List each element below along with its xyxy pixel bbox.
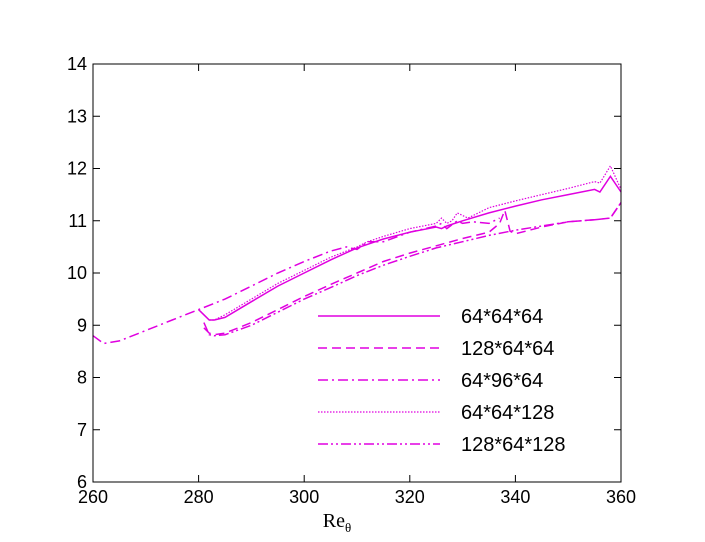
legend: 64*64*64 128*64*64 64*96*64 64*64*128 128*64… <box>318 306 566 456</box>
ticks-layer: 260 280 300 320 340 360 6 7 8 9 10 11 12 13 14 <box>67 54 636 507</box>
legend-label-5: 128*64*128 <box>461 434 566 456</box>
x-tick-label: 300 <box>289 487 319 507</box>
x-tick-label: 340 <box>500 487 530 507</box>
x-tick-label: 260 <box>78 487 108 507</box>
x-tick-label: 320 <box>395 487 425 507</box>
legend-label-4: 64*64*128 <box>461 402 554 424</box>
y-tick-label: 13 <box>67 106 87 126</box>
x-tick-label: 280 <box>184 487 214 507</box>
series-line-4 <box>198 164 622 321</box>
y-tick-label: 10 <box>67 263 87 283</box>
y-tick-label: 11 <box>68 211 87 231</box>
legend-label-2: 128*64*64 <box>461 338 554 360</box>
series-line-1 <box>198 174 622 321</box>
y-tick-label: 7 <box>77 420 87 440</box>
x-axis-label: Reθ <box>323 510 351 535</box>
series-line-3 <box>92 217 500 345</box>
x-tick-label: 360 <box>606 487 636 507</box>
series-layer <box>92 164 622 345</box>
y-tick-label: 6 <box>77 472 87 492</box>
legend-label-3: 64*96*64 <box>461 370 543 392</box>
legend-label-1: 64*64*64 <box>461 306 543 328</box>
series-line-2 <box>203 202 622 336</box>
y-tick-label: 9 <box>77 315 87 335</box>
series-line-5 <box>203 202 622 337</box>
y-tick-label: 14 <box>67 54 87 74</box>
y-tick-label: 8 <box>77 368 87 388</box>
y-tick-label: 12 <box>67 159 87 179</box>
